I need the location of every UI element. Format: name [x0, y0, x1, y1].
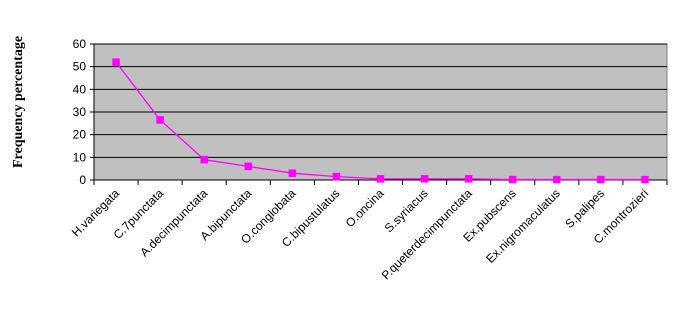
data-point-marker: [288, 169, 297, 177]
data-point-marker: [376, 175, 385, 183]
data-point-marker: [200, 155, 208, 164]
data-point-marker: [332, 172, 341, 181]
data-point-marker: [244, 162, 253, 171]
y-tick-label: 20: [73, 128, 87, 142]
data-point-marker: [597, 175, 605, 184]
x-category-label: S.palipes: [562, 186, 607, 231]
data-point-marker: [508, 175, 517, 184]
data-point-marker: [156, 116, 164, 124]
data-point-marker: [464, 175, 473, 183]
y-tick-label: 60: [73, 37, 87, 51]
x-category-label: Ex.nigromaculatus: [483, 186, 563, 266]
y-tick-label: 0: [79, 173, 86, 187]
y-axis-label: Frequency percentage: [11, 36, 26, 168]
y-tick-label: 40: [73, 82, 87, 96]
plot-area: 0102030405060H.variegataC.7punctataA.dec…: [69, 37, 668, 282]
y-tick-label: 10: [73, 150, 87, 164]
y-tick-label: 50: [73, 60, 87, 74]
data-point-marker: [641, 175, 649, 184]
x-category-label: O.oncina: [343, 186, 387, 230]
y-tick-label: 30: [73, 105, 87, 119]
data-point-marker: [420, 175, 429, 183]
data-point-marker: [112, 58, 120, 66]
data-point-marker: [553, 175, 561, 184]
